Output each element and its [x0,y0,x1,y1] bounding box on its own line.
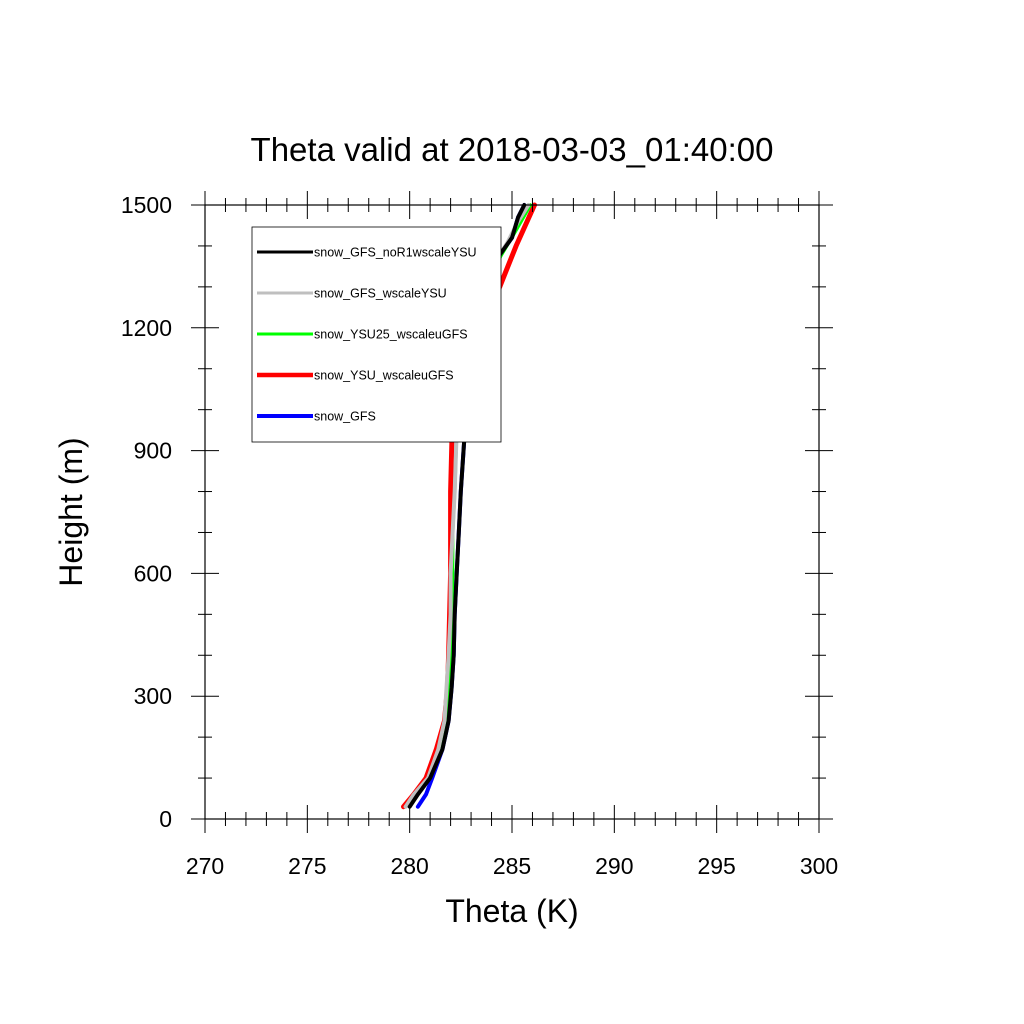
x-tick-label: 285 [493,853,531,879]
legend-label: snow_GFS_wscaleYSU [314,287,447,301]
y-tick-label: 900 [134,438,172,464]
x-tick-label: 275 [288,853,326,879]
x-tick-label: 295 [697,853,735,879]
axis-tick-labels: 270 275 280 285 290 295 300 0 300 600 900 1200 1500 [121,192,838,879]
x-tick-label: 280 [390,853,428,879]
axis-ticks [191,191,833,833]
x-tick-label: 300 [800,853,838,879]
y-tick-label: 600 [134,560,172,586]
legend-label: snow_YSU25_wscaleuGFS [314,328,468,342]
x-axis-label: Theta (K) [445,893,578,929]
x-tick-label: 290 [595,853,633,879]
y-tick-label: 1500 [121,192,172,218]
y-tick-label: 1200 [121,315,172,341]
y-tick-label: 300 [134,683,172,709]
legend: snow_GFS_noR1wscaleYSU snow_GFS_wscaleYSU… [251,226,502,443]
y-tick-label: 0 [159,806,172,832]
legend-label: snow_GFS [314,410,376,424]
x-tick-label: 270 [186,853,224,879]
legend-label: snow_YSU_wscaleuGFS [314,369,454,383]
chart-title: Theta valid at 2018-03-03_01:40:00 [251,131,774,168]
legend-label: snow_GFS_noR1wscaleYSU [314,246,477,260]
y-axis-label: Height (m) [53,437,89,586]
